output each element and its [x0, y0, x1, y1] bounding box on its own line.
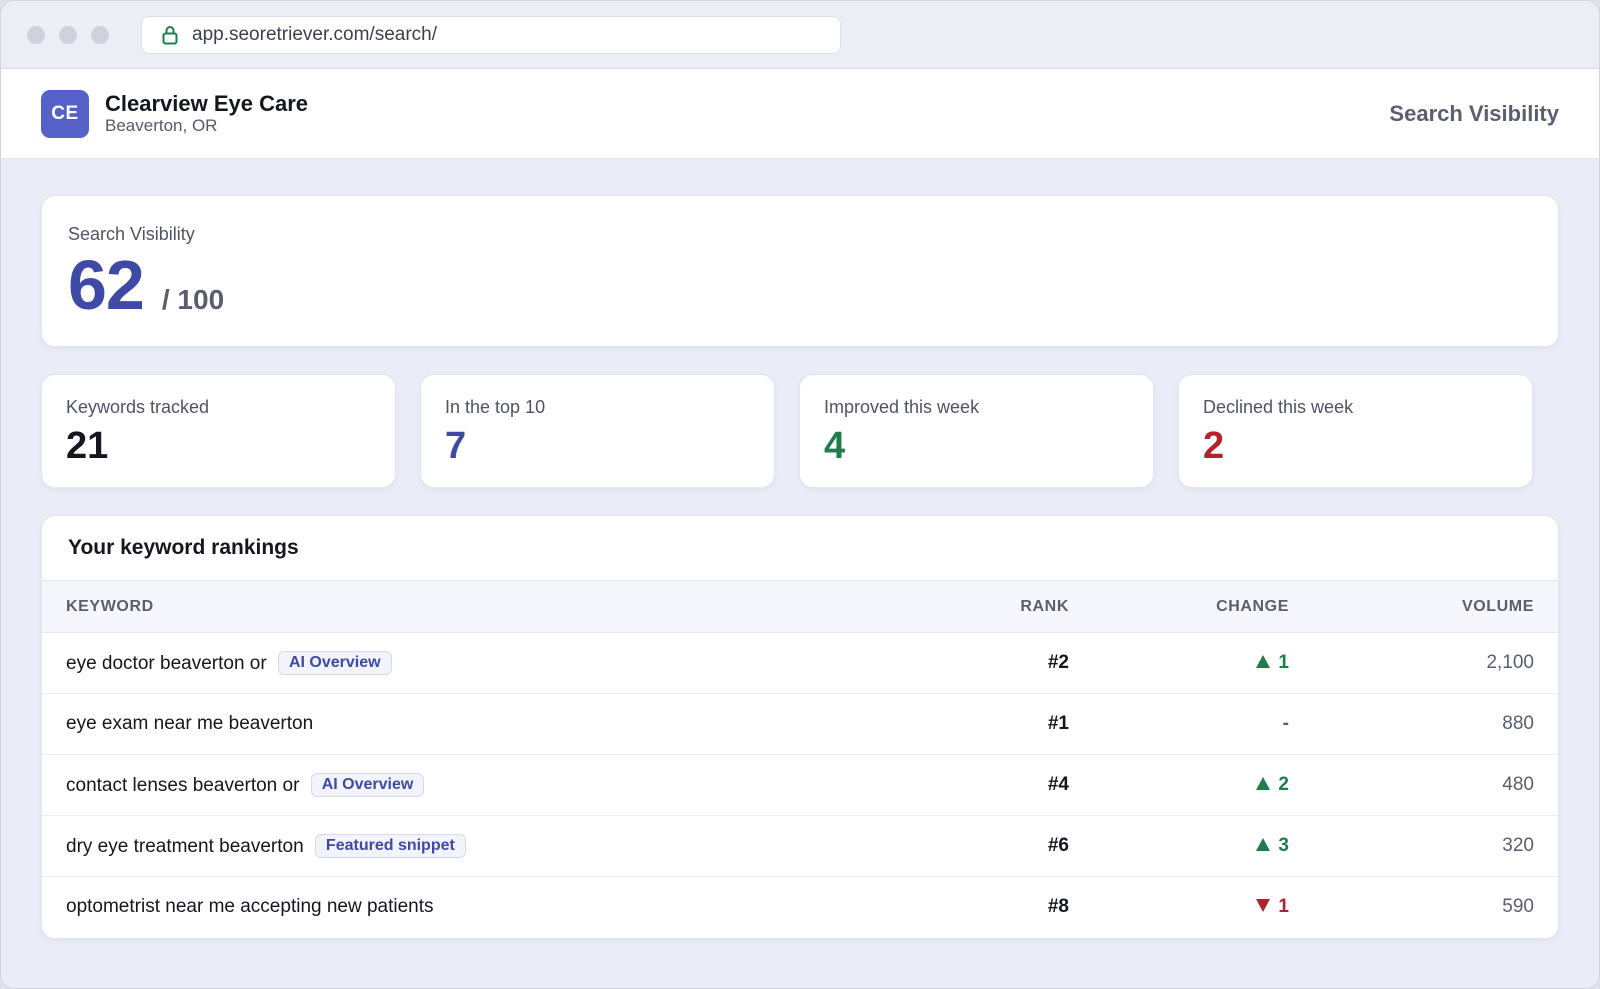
window-minimize-dot[interactable] [59, 25, 77, 44]
column-header-keyword[interactable]: KEYWORD [42, 580, 893, 633]
visibility-score-card: Search Visibility 62 / 100 [41, 195, 1559, 347]
stat-value: 2 [1203, 425, 1225, 467]
page-title: Search Visibility [1389, 101, 1559, 126]
table-header-row: KEYWORD RANK CHANGE VOLUME [42, 580, 1558, 633]
rankings-title: Your keyword rankings [68, 536, 299, 559]
serp-feature-badge: AI Overview [277, 651, 392, 675]
triangle-up-icon [1256, 838, 1271, 851]
stat-keywords-tracked: Keywords tracked 21 [41, 374, 396, 488]
keyword-text: eye exam near me beaverton [66, 713, 314, 734]
stat-top-10: In the top 10 7 [420, 374, 775, 488]
keyword-cell: dry eye treatment beaverton Featured sni… [42, 815, 893, 877]
app-header: CE Clearview Eye Care Beaverton, OR Sear… [1, 69, 1599, 159]
keyword-text: dry eye treatment beaverton [66, 836, 304, 857]
business-info: Clearview Eye Care Beaverton, OR [105, 90, 309, 136]
keyword-text: eye doctor beaverton or [66, 653, 267, 674]
table-row[interactable]: dry eye treatment beaverton Featured sni… [42, 815, 1558, 877]
keyword-text: optometrist near me accepting new patien… [66, 896, 434, 918]
triangle-down-icon [1256, 899, 1271, 913]
rank-cell: #1 [893, 693, 1093, 755]
change-cell: - [1093, 693, 1313, 755]
keyword-cell: eye doctor beaverton or AI Overview [42, 632, 893, 694]
stat-label: Keywords tracked [66, 397, 210, 417]
rankings-table: KEYWORD RANK CHANGE VOLUME eye doctor be… [42, 580, 1558, 938]
change-value: 2 [1278, 774, 1289, 795]
change-value: 1 [1278, 896, 1289, 918]
stats-row: Keywords tracked 21 In the top 10 7 Impr… [41, 374, 1559, 488]
stat-label: Declined this week [1203, 397, 1354, 417]
volume-cell: 880 [1313, 693, 1558, 755]
window-maximize-dot[interactable] [91, 25, 109, 44]
serp-feature-badge: Featured snippet [314, 834, 466, 858]
table-row[interactable]: eye exam near me beaverton #1 - 880 [42, 693, 1558, 755]
stat-declined: Declined this week 2 [1178, 374, 1533, 488]
lock-icon [162, 25, 180, 45]
change-value: - [1282, 713, 1289, 734]
stat-value: 4 [824, 425, 846, 467]
stat-improved: Improved this week 4 [799, 374, 1154, 488]
volume-cell: 2,100 [1313, 632, 1558, 694]
business-location: Beaverton, OR [105, 115, 218, 135]
keyword-cell: eye exam near me beaverton [42, 693, 893, 755]
serp-feature-badge: AI Overview [310, 773, 425, 797]
stat-label: In the top 10 [445, 397, 546, 417]
rank-cell: #6 [893, 815, 1093, 877]
score-value: 62 [68, 246, 145, 324]
change-cell: 1 [1093, 877, 1313, 938]
column-header-rank[interactable]: RANK [893, 580, 1093, 633]
keyword-rankings-card: Your keyword rankings KEYWORD RANK CHANG… [41, 515, 1559, 939]
keyword-cell: contact lenses beaverton or AI Overview [42, 754, 893, 816]
stat-value: 7 [445, 425, 467, 467]
rank-cell: #4 [893, 754, 1093, 816]
rank-cell: #8 [1047, 896, 1069, 918]
change-cell: 1 [1093, 632, 1313, 694]
main-content: Search Visibility 62 / 100 Keywords trac… [1, 159, 1599, 939]
volume-cell: 590 [1502, 896, 1534, 918]
rank-cell: #2 [893, 632, 1093, 694]
score-max: / 100 [161, 284, 225, 315]
business-avatar: CE [41, 89, 89, 138]
stat-value: 21 [66, 425, 109, 467]
stat-label: Improved this week [824, 397, 980, 417]
table-row[interactable]: contact lenses beaverton or AI Overview … [42, 754, 1558, 816]
volume-cell: 480 [1313, 754, 1558, 816]
table-row[interactable]: eye doctor beaverton or AI Overview #2 1… [42, 632, 1558, 694]
change-value: 3 [1278, 835, 1289, 856]
window-close-dot[interactable] [27, 25, 45, 44]
change-value: 1 [1278, 652, 1289, 673]
score-row: 62 / 100 [68, 249, 1532, 321]
triangle-up-icon [1256, 777, 1271, 790]
url-text[interactable]: app.seoretriever.com/search/ [192, 23, 438, 45]
change-cell: 2 [1093, 754, 1313, 816]
score-label: Search Visibility [68, 224, 195, 244]
business-name: Clearview Eye Care [105, 90, 309, 116]
keyword-text: contact lenses beaverton or [66, 775, 300, 796]
keyword-cell: optometrist near me accepting new patien… [42, 877, 893, 938]
table-row[interactable]: optometrist near me accepting new patien… [42, 877, 1558, 938]
url-bar[interactable]: app.seoretriever.com/search/ [141, 15, 841, 54]
column-header-change[interactable]: CHANGE [1093, 580, 1313, 633]
column-header-volume[interactable]: VOLUME [1313, 580, 1558, 633]
triangle-up-icon [1256, 655, 1271, 668]
change-cell: 3 [1093, 815, 1313, 877]
browser-chrome: app.seoretriever.com/search/ [1, 1, 1599, 69]
volume-cell: 320 [1313, 815, 1558, 877]
